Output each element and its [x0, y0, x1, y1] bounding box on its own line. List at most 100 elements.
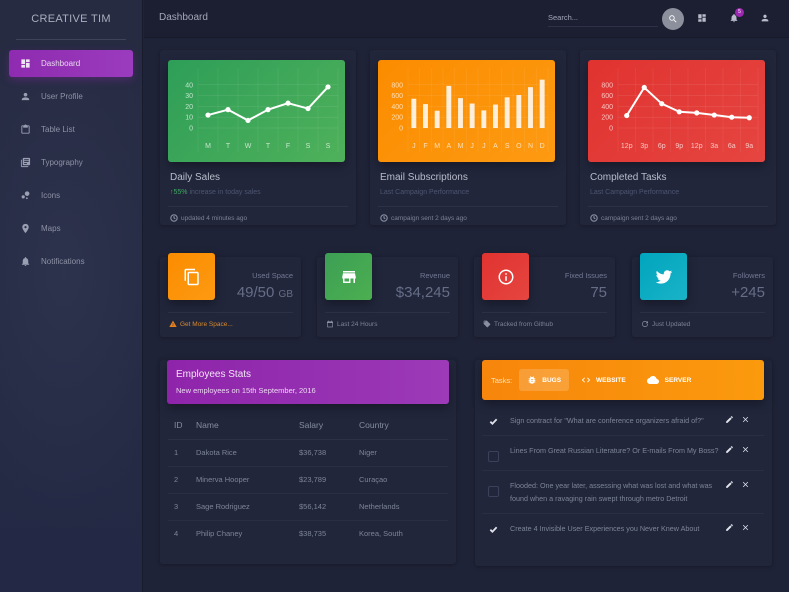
dashboard-toggle-button[interactable]	[696, 12, 708, 24]
svg-text:6p: 6p	[658, 143, 666, 150]
task-checkbox[interactable]	[488, 486, 499, 497]
sidebar-item-user-profile[interactable]: User Profile	[9, 83, 133, 110]
tasks-label: Tasks:	[491, 375, 513, 385]
profile-button[interactable]	[759, 12, 771, 24]
sidebar-item-label: Typography	[41, 158, 83, 167]
svg-text:A: A	[446, 143, 451, 150]
svg-text:M: M	[434, 143, 440, 150]
completed-tasks-card: 0 200 400 600 800 12p 3p 6p 9p 12p 3a 6a 9a Complete…	[580, 50, 776, 225]
divider	[640, 312, 765, 313]
svg-text:F: F	[423, 143, 427, 150]
stat-label: Used Space	[252, 271, 293, 280]
cell-id: 1	[168, 439, 196, 467]
stat-icon-box	[325, 253, 372, 300]
cell-name: Philip Chaney	[196, 529, 243, 539]
stat-label: Fixed Issues	[564, 271, 607, 280]
location-pin-icon	[19, 223, 31, 235]
employees-table: ID Name Salary Country 1 Dakota Rice $36…	[168, 412, 448, 547]
task-checkbox[interactable]	[488, 416, 499, 427]
task-item: Sign contract for "What are conference o…	[482, 406, 764, 436]
clipboard-icon	[19, 124, 31, 136]
tasks-card: Tasks: BUGS WEBSITE SERVER Sign contract…	[475, 360, 772, 566]
edit-icon[interactable]	[725, 445, 734, 454]
tab-website[interactable]: WEBSITE	[573, 369, 634, 391]
email-subscriptions-chart: 0 200 400 600 800 J F M A M J J A S O N D	[378, 60, 555, 162]
cell-country: Korea, South	[359, 529, 403, 539]
svg-text:3a: 3a	[710, 143, 718, 150]
tasks-header: Tasks: BUGS WEBSITE SERVER	[482, 360, 764, 400]
svg-text:600: 600	[601, 93, 613, 100]
column-header-salary[interactable]: Salary	[299, 412, 359, 440]
card-title: Daily Sales	[170, 172, 221, 183]
table-row[interactable]: 1 Dakota Rice $36,738 Niger	[168, 439, 448, 467]
sidebar-item-notifications[interactable]: Notifications	[9, 248, 133, 275]
close-icon[interactable]	[741, 415, 750, 424]
stat-footer: Tracked from Github	[483, 320, 553, 328]
page-title[interactable]: Dashboard	[159, 12, 208, 23]
task-checkbox[interactable]	[488, 451, 499, 462]
notifications-button[interactable]	[728, 12, 740, 24]
divider	[168, 206, 348, 207]
card-subtitle: Last Campaign Performance	[590, 189, 680, 196]
content-copy-icon	[184, 268, 199, 285]
tab-bugs[interactable]: BUGS	[519, 369, 570, 391]
cell-id: 4	[174, 529, 179, 539]
sidebar-item-dashboard[interactable]: Dashboard	[9, 50, 133, 77]
close-icon[interactable]	[741, 480, 750, 489]
daily-sales-chart: 0 10 20 30 40 M T W T F S S	[168, 60, 345, 162]
table-row[interactable]: 2 Minerva Hooper $23,789 Curaçao	[168, 466, 448, 494]
brand-logo[interactable]: CREATIVE TIM	[31, 13, 111, 25]
card-footer: campaign sent 2 days ago	[380, 214, 467, 222]
close-icon[interactable]	[741, 445, 750, 454]
divider	[378, 206, 558, 207]
used-space-card: Used Space 49/50 GB Get More Space...	[160, 253, 301, 337]
divider	[588, 206, 768, 207]
cell-name: Sage Rodriguez	[196, 493, 299, 521]
svg-text:N: N	[528, 143, 533, 150]
edit-icon[interactable]	[725, 480, 734, 489]
sidebar-item-label: Icons	[41, 191, 61, 200]
tab-server[interactable]: SERVER	[638, 369, 700, 391]
cell-country: Netherlands	[359, 493, 448, 521]
clock-icon	[590, 214, 598, 222]
card-subtitle: Last Campaign Performance	[380, 189, 470, 196]
svg-text:12p: 12p	[691, 143, 703, 150]
cell-salary: $56,142	[299, 493, 359, 521]
email-subscriptions-card: 0 200 400 600 800 J F M A M J J A S O N D Email Subscrip…	[370, 50, 566, 225]
stat-footer: Last 24 Hours	[326, 320, 377, 328]
column-header-name[interactable]: Name	[196, 412, 299, 440]
sidebar-item-typography[interactable]: Typography	[9, 149, 133, 176]
tag-icon	[483, 320, 491, 328]
stat-icon-box	[482, 253, 529, 300]
sidebar-item-maps[interactable]: Maps	[9, 215, 133, 242]
svg-text:S: S	[505, 143, 510, 150]
edit-icon[interactable]	[725, 415, 734, 424]
dashboard-icon	[19, 58, 31, 70]
stat-icon-box	[640, 253, 687, 300]
svg-text:12p: 12p	[621, 143, 633, 150]
info-outline-icon	[498, 269, 513, 284]
svg-text:800: 800	[391, 82, 403, 89]
sidebar: CREATIVE TIM Dashboard User Profile Tabl…	[0, 0, 143, 592]
column-header-id[interactable]: ID	[168, 412, 196, 440]
table-row[interactable]: 4 Philip Chaney $38,735 Korea, South	[168, 520, 448, 547]
table-row[interactable]: 3 Sage Rodriguez $56,142 Netherlands	[168, 493, 448, 521]
svg-text:40: 40	[185, 82, 193, 89]
get-more-space-link[interactable]: Get More Space...	[169, 320, 233, 328]
sidebar-item-icons[interactable]: Icons	[9, 182, 133, 209]
search-input[interactable]: Search...	[548, 11, 658, 27]
edit-icon[interactable]	[725, 523, 734, 532]
svg-text:F: F	[286, 143, 290, 150]
sidebar-item-table-list[interactable]: Table List	[9, 116, 133, 143]
followers-card: Followers +245 Just Updated	[632, 253, 773, 337]
svg-text:S: S	[326, 143, 331, 150]
update-icon	[642, 321, 648, 327]
close-icon[interactable]	[741, 523, 750, 532]
sidebar-item-label: User Profile	[41, 92, 83, 101]
stat-value: 75	[590, 284, 607, 301]
search-button[interactable]	[662, 8, 684, 30]
task-checkbox[interactable]	[488, 524, 499, 535]
svg-text:S: S	[306, 143, 311, 150]
stat-value: +245	[731, 284, 765, 301]
column-header-country[interactable]: Country	[359, 412, 448, 440]
